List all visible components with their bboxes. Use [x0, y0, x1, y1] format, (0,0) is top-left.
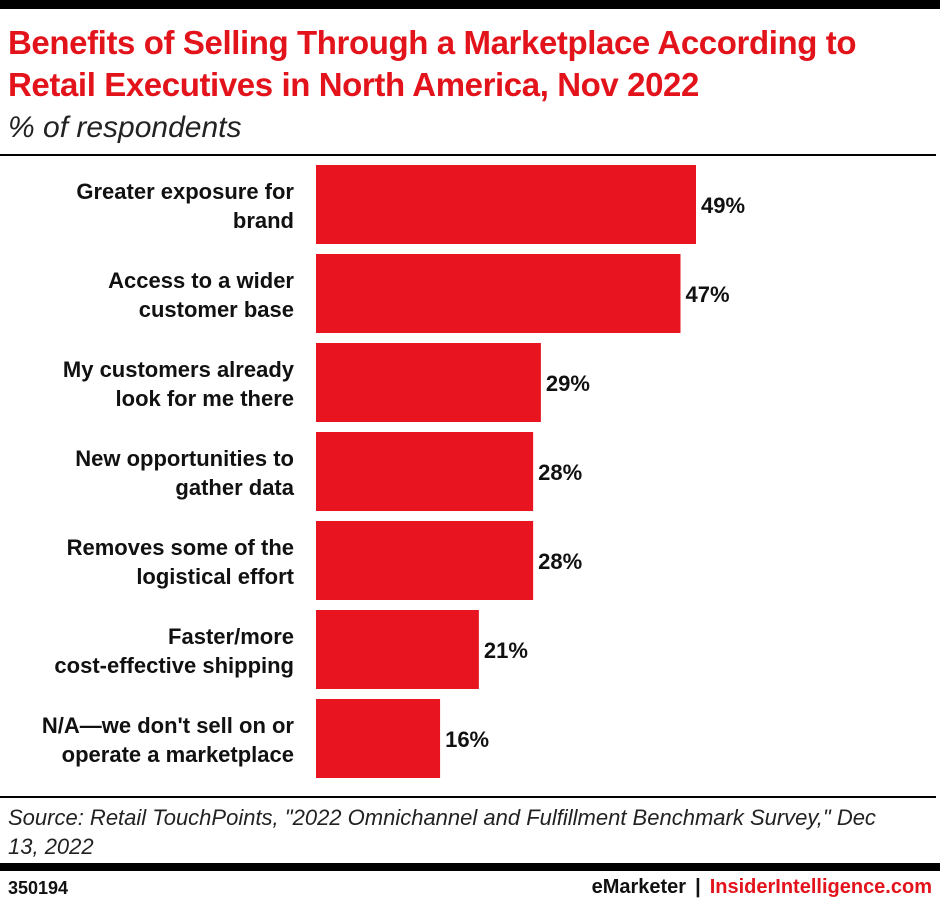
brand-emarketer: eMarketer — [591, 876, 687, 898]
subtitle-rule — [0, 154, 936, 156]
category-label-1: Greater exposure for brand — [76, 179, 294, 233]
bar-chart: 49% Greater exposure for brand 47% Access to… — [42, 165, 745, 778]
value-label-4: 28% — [538, 460, 582, 485]
chart-title: Benefits of Selling Through a Marketplac… — [8, 24, 857, 103]
value-label-6: 21% — [484, 638, 528, 663]
chart-id: 350194 — [8, 878, 69, 898]
category-label-5: Removes some of the logistical effort — [67, 535, 295, 589]
category-label-line: My customers already — [63, 357, 295, 382]
bar-7 — [316, 699, 441, 778]
bar-3 — [316, 343, 541, 422]
category-label-line: logistical effort — [136, 564, 294, 589]
category-label-line: Greater exposure for — [76, 179, 294, 204]
brand-credit: eMarketer | InsiderIntelligence.com — [592, 876, 932, 899]
value-label-1: 49% — [701, 193, 745, 218]
value-label-3: 29% — [546, 371, 590, 396]
bar-4 — [316, 432, 534, 511]
category-label-line: look for me there — [116, 386, 294, 411]
bottom-rule — [0, 863, 940, 871]
brand-separator: | — [695, 876, 701, 898]
category-label-line: brand — [233, 208, 294, 233]
chart-subtitle: % of respondents — [8, 111, 242, 144]
bar-1 — [316, 165, 696, 244]
value-label-2: 47% — [685, 282, 729, 307]
category-label-line: N/A—we don't sell on or — [42, 713, 295, 738]
category-label-line: Access to a wider — [108, 268, 294, 293]
category-label-line: customer base — [139, 297, 294, 322]
source-rule — [0, 796, 936, 798]
bar-5 — [316, 521, 534, 600]
category-label-line: operate a marketplace — [62, 742, 294, 767]
category-label-2: Access to a wider customer base — [108, 268, 294, 322]
category-label-6: Faster/more cost-effective shipping — [54, 624, 294, 678]
bar-6 — [316, 610, 479, 689]
category-label-line: New opportunities to — [75, 446, 294, 471]
source-note: Source: Retail TouchPoints, "2022 Omnich… — [8, 805, 876, 859]
category-label-line: gather data — [175, 475, 294, 500]
value-label-7: 16% — [445, 727, 489, 752]
brand-insider-intelligence: InsiderIntelligence.com — [709, 876, 932, 898]
category-label-3: My customers already look for me there — [63, 357, 295, 411]
value-label-5: 28% — [538, 549, 582, 574]
category-label-line: Removes some of the — [67, 535, 294, 560]
bar-2 — [316, 254, 681, 333]
category-label-line: Faster/more — [168, 624, 294, 649]
category-label-4: New opportunities to gather data — [75, 446, 295, 500]
top-rule — [0, 0, 940, 9]
category-label-line: cost-effective shipping — [54, 653, 294, 678]
category-label-7: N/A—we don't sell on or operate a marketp… — [42, 713, 295, 767]
